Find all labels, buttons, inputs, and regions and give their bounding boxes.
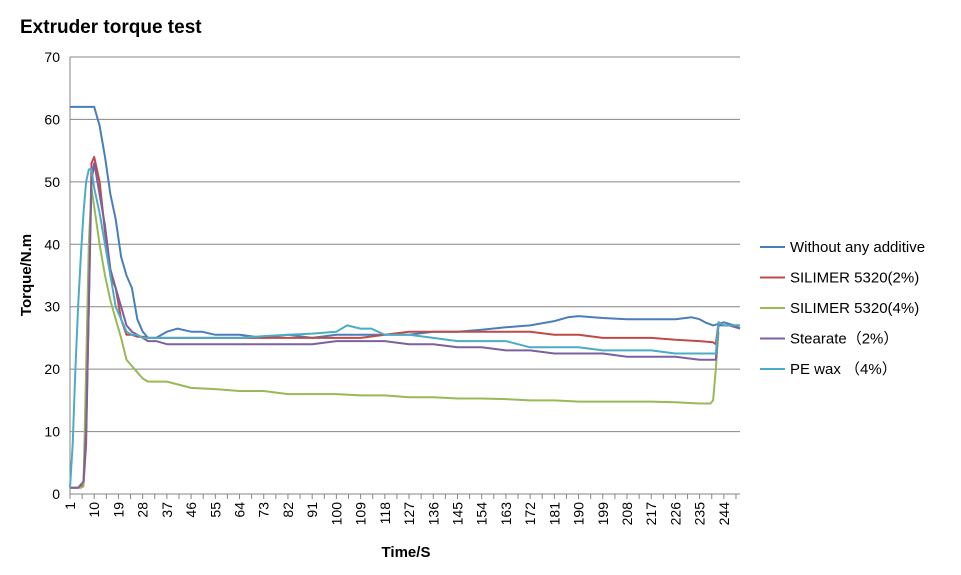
x-tick-label: 163: [498, 502, 514, 526]
x-tick-label: 136: [425, 502, 441, 526]
x-tick-label: 127: [401, 502, 417, 526]
x-tick-label: 172: [522, 502, 538, 526]
y-tick-labels: 0 10 20 30 40 50 60 70: [44, 49, 60, 502]
x-tick-label: 10: [86, 502, 102, 518]
y-tick-label: 0: [52, 486, 60, 502]
x-tick-label: 217: [643, 502, 659, 526]
y-tick-label: 30: [44, 299, 60, 315]
x-axis-label: Time/S: [382, 544, 431, 561]
y-axis-label: Torque/N.m: [18, 234, 35, 316]
x-tick-label: 1: [62, 502, 78, 510]
x-tick-label: 118: [377, 502, 393, 525]
y-tick-label: 20: [44, 361, 60, 377]
x-tick-label: 154: [474, 502, 490, 526]
y-tick-label: 60: [44, 111, 60, 127]
y-tick-label: 40: [44, 236, 60, 252]
x-tick-label: 82: [280, 502, 296, 518]
x-tick-label: 226: [667, 502, 683, 526]
y-tick-label: 10: [44, 424, 60, 440]
y-tick-label: 50: [44, 174, 60, 190]
legend-label: SILIMER 5320(4%): [790, 300, 919, 317]
legend-label: Without any additive: [790, 239, 925, 256]
y-tick-label: 70: [44, 49, 60, 65]
series-line: [70, 155, 740, 489]
legend-label: SILIMER 5320(2%): [790, 270, 919, 287]
x-tick-labels: 1 10 19 28 37 46 55 64 73 82 91 100 109 118 127 136 145 1…: [62, 502, 732, 526]
x-tick-label: 46: [183, 502, 199, 518]
x-tick-label: 235: [692, 502, 708, 526]
x-tick-label: 64: [232, 502, 248, 518]
series-line: [70, 105, 741, 339]
series-line: [70, 187, 720, 489]
x-tick-label: 244: [716, 502, 732, 526]
x-tick-label: 190: [571, 502, 587, 526]
legend: Without any additive SILIMER 5320(2%) SILI…: [760, 239, 925, 378]
series-lines: [69, 105, 741, 489]
x-tick-label: 109: [353, 502, 369, 526]
x-tick-label: 37: [159, 502, 175, 518]
axes: [69, 57, 740, 499]
x-tick-label: 19: [110, 502, 126, 518]
x-tick-label: 55: [207, 502, 223, 518]
x-tick-label: 145: [449, 502, 465, 526]
x-tick-label: 181: [546, 502, 562, 526]
x-tick-label: 100: [328, 502, 344, 526]
x-tick-label: 73: [256, 502, 272, 518]
x-tick-label: 28: [135, 502, 151, 518]
x-tick-label: 91: [304, 502, 320, 518]
gridlines: [70, 56, 740, 433]
series-line: [70, 162, 741, 489]
series-line: [69, 168, 740, 488]
x-tick-label: 208: [619, 502, 635, 526]
x-tick-label: 199: [595, 502, 611, 526]
chart-title: Extruder torque test: [20, 17, 202, 38]
legend-label: PE wax （4%）: [790, 361, 897, 378]
legend-label: Stearate（2%）: [790, 331, 898, 348]
